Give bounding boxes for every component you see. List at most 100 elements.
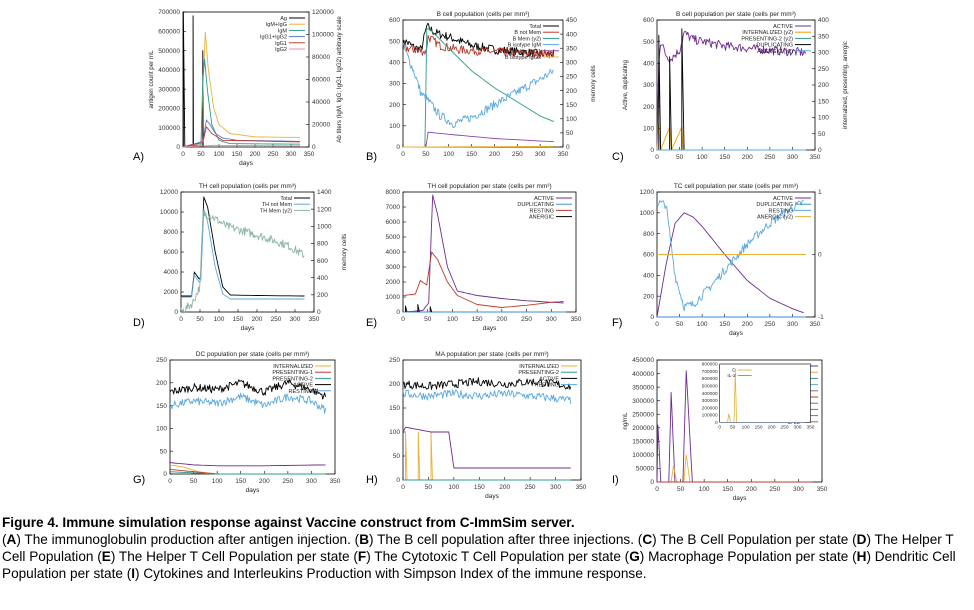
chart-panel-a: 0 50 100 150 200 250 300 3500100000200000300000… — [133, 9, 343, 167]
chart-title: DC population per state (cells per mm³) — [196, 351, 309, 358]
y-tick-label: 400000 — [632, 371, 654, 378]
chart-panel-f: 0 50 100 150 200 250 300 350 0 200 400 600 800 1000 12… — [612, 183, 824, 337]
legend-label: INTERNALIZED — [519, 364, 559, 370]
y-tick-label: 300 — [389, 81, 400, 88]
y-tick-label: 0 — [650, 314, 654, 321]
inset-y-tick-label: 100000 — [702, 413, 718, 419]
y-tick-label: 1000 — [640, 210, 655, 217]
x-tick-label: 150 — [719, 321, 730, 328]
y-tick-label: 0 — [174, 309, 178, 316]
y-tick-label: 300 — [643, 82, 654, 89]
x-axis-label: days — [483, 325, 497, 332]
y2-tick-label: 250 — [818, 66, 829, 73]
chart-panel-i: 0 50 100 150 200 250 300 350 0 50000 100000 150000 2… — [612, 357, 828, 502]
legend-label: Total — [529, 24, 541, 30]
series-line-b-mem-y2- — [403, 28, 555, 148]
x-tick-label: 200 — [742, 154, 753, 161]
series-line-active — [402, 194, 564, 313]
legend-label: TH not Mem — [262, 202, 293, 208]
x-tick-label: 100 — [214, 151, 225, 158]
chart-title: TH cell population per state (cells per … — [427, 183, 551, 190]
series-line-resting — [656, 199, 804, 312]
x-tick-label: 50 — [196, 316, 204, 323]
inset-x-tick-label: 0 — [718, 425, 721, 431]
legend-label: IgG1 — [275, 41, 287, 47]
y2-axis-label: memory cells — [590, 65, 597, 101]
x-tick-label: 300 — [286, 151, 297, 158]
inset-legend-label: IL-2 — [727, 373, 736, 379]
figure-caption: Figure 4. Immune simulation response aga… — [2, 514, 970, 582]
x-tick-label: 200 — [499, 484, 510, 491]
y-tick-label: 100000 — [632, 452, 654, 459]
panel-label: E) — [366, 317, 377, 329]
y-tick-label: 3000 — [386, 264, 401, 271]
y-tick-label: 500 — [643, 39, 654, 46]
x-tick-label: 150 — [466, 151, 477, 158]
caption-part-d: (D) The Helper T Cell Population — [2, 532, 954, 564]
y2-axis-label: Ab titers (IgM, IgG; IgG1, IgG2) arbitra… — [336, 16, 343, 143]
inset-y-tick-label: 200000 — [702, 405, 718, 411]
caption-title: Figure 4. Immune simulation response aga… — [2, 515, 575, 530]
y-tick-label: 600000 — [158, 28, 180, 35]
legend-label: IgG1+IgG2 — [260, 35, 287, 41]
y2-tick-label: 0 — [818, 252, 822, 259]
y2-tick-label: 80000 — [312, 54, 330, 61]
x-tick-label: 250 — [764, 154, 775, 161]
series-line-th-mem-y2- — [180, 210, 305, 314]
x-tick-label: 150 — [232, 151, 243, 158]
x-tick-label: 250 — [769, 486, 780, 493]
series-line-internalized — [405, 431, 433, 481]
x-tick-label: 0 — [179, 316, 183, 323]
y-tick-label: 4000 — [164, 269, 179, 276]
x-axis-label: days — [485, 493, 499, 500]
legend-label: IgG2 — [275, 47, 287, 53]
x-tick-label: 300 — [535, 151, 546, 158]
y-tick-label: 4000 — [386, 249, 401, 256]
series-line-resting — [169, 392, 327, 414]
caption-body: (A) The immunoglobulin production after … — [2, 531, 970, 582]
y-tick-label: 50000 — [636, 466, 654, 473]
x-tick-label: 300 — [787, 321, 798, 328]
y-tick-label: 6000 — [164, 249, 179, 256]
y2-tick-label: 1400 — [317, 189, 332, 196]
y-tick-label: 400 — [643, 273, 654, 280]
x-tick-label: 200 — [259, 478, 270, 485]
x-tick-label: 0 — [401, 316, 405, 323]
y2-tick-label: 200 — [818, 82, 829, 89]
y2-tick-label: 100000 — [312, 32, 334, 39]
y2-tick-label: 50 — [566, 130, 574, 137]
chart-panel-e: 0 50 100 150 200 250 300 350 0 1000 2000 3000 4000 50… — [366, 183, 582, 332]
inset-x-tick-label: 350 — [806, 425, 814, 431]
series-line-igg1-igg2 — [182, 119, 301, 148]
legend-label: PRESENTING-1 — [272, 370, 313, 376]
y-tick-label: 7000 — [386, 204, 401, 211]
series-line-active — [656, 212, 804, 318]
x-tick-label: 200 — [746, 486, 757, 493]
x-tick-label: 250 — [268, 151, 279, 158]
y2-tick-label: 450 — [566, 17, 577, 24]
legend-label: B Mem (y2) — [513, 36, 542, 42]
y-tick-label: 6000 — [386, 219, 401, 226]
y2-tick-label: 1 — [818, 189, 822, 196]
inset-y-tick-label: 300000 — [702, 398, 718, 404]
y-tick-label: 12000 — [160, 189, 178, 196]
inset-y-tick-label: 400000 — [702, 391, 718, 397]
series-line-b-isotype-igg2 — [402, 145, 554, 148]
legend-label: RESTING — [289, 389, 313, 395]
x-tick-label: 200 — [250, 151, 261, 158]
legend-label: IgM — [278, 28, 288, 34]
inset-x-tick-label: 300 — [793, 425, 801, 431]
legend-label: PRESENTING-2 — [518, 370, 559, 376]
inset-x-tick-label: 50 — [730, 425, 736, 431]
panel-label: H) — [366, 474, 378, 486]
x-tick-label: 300 — [290, 316, 301, 323]
caption-part-h: (H) Dendritic Cell Population per state — [2, 549, 956, 581]
y-tick-label: 150 — [156, 403, 167, 410]
x-tick-label: 200 — [742, 321, 753, 328]
x-tick-label: 250 — [271, 316, 282, 323]
legend-label: Ag — [280, 16, 287, 22]
x-tick-label: 50 — [190, 478, 198, 485]
y2-tick-label: 100 — [566, 116, 577, 123]
y2-tick-label: -1 — [818, 314, 824, 321]
y2-tick-label: 600 — [317, 258, 328, 265]
